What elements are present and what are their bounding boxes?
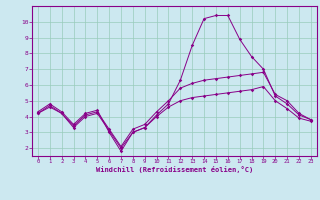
X-axis label: Windchill (Refroidissement éolien,°C): Windchill (Refroidissement éolien,°C)	[96, 166, 253, 173]
